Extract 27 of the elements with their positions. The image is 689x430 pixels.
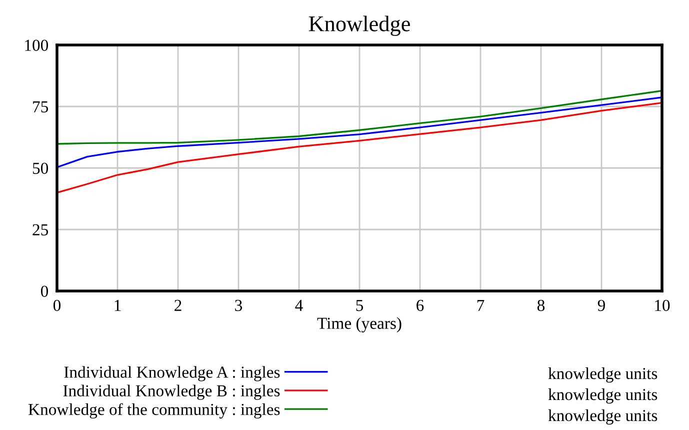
- line-series: [57, 90, 662, 145]
- y-tick-label: 50: [32, 162, 48, 174]
- x-tick-label: 3: [235, 300, 242, 312]
- x-tick-label: 7: [477, 300, 484, 311]
- x-tick-label: 9: [598, 300, 605, 312]
- legend-label: Individual Knowledge B : ingles: [63, 384, 280, 400]
- x-tick-label: 1: [114, 300, 121, 311]
- x-tick-label: 0: [53, 300, 61, 312]
- legend-label: Knowledge of the community : ingles: [28, 403, 280, 419]
- y-tick-label: 100: [25, 40, 48, 51]
- chart-title: Knowledge: [308, 16, 410, 36]
- x-tick-label: 5: [356, 300, 364, 312]
- legend-label: Individual Knowledge A : ingles: [64, 366, 280, 382]
- y-tick-label: 75: [33, 101, 48, 112]
- x-axis-title: Time (years): [317, 317, 402, 332]
- line-series: [57, 102, 662, 194]
- x-tick-label: 4: [295, 300, 303, 311]
- text: knowledge units: [548, 409, 658, 425]
- x-tick-label: 10: [655, 300, 670, 312]
- line-series: [57, 96, 662, 168]
- y-tick-label: 0: [40, 286, 48, 297]
- y-tick-label: 25: [32, 224, 48, 236]
- text: knowledge units: [548, 388, 658, 404]
- x-tick-label: 2: [174, 300, 182, 311]
- x-tick-label: 6: [416, 300, 424, 312]
- text: knowledge units: [548, 367, 658, 383]
- x-tick-label: 8: [537, 300, 545, 312]
